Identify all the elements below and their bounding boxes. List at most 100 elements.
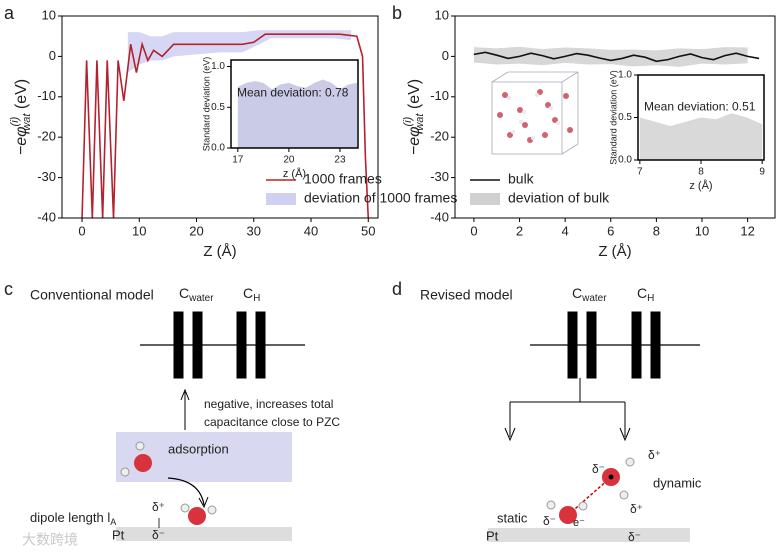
ylabel-main: −eφ (406, 126, 423, 155)
cap: C (572, 285, 582, 301)
chart: Mean deviation: 0.78 17 20 23 0.0 0.5 1.0 z (Å)… (201, 57, 359, 180)
charge: δ⁻ (628, 530, 641, 544)
dipole: dipole length l (30, 510, 110, 525)
static-label: static (497, 510, 528, 525)
x-tick-label: 23 (334, 155, 346, 166)
note: capacitance close to PZC (204, 415, 340, 429)
y-tick-label: -40 (430, 209, 449, 224)
note: negative, increases total (204, 397, 333, 411)
x-tick-label: 4 (562, 224, 569, 239)
dipole-sub: A (110, 517, 116, 527)
metal: Pt (112, 527, 125, 542)
x-axis-label: Z (Å) (598, 243, 631, 260)
y-tick-label: -40 (37, 209, 56, 224)
panel-label: a (4, 3, 15, 23)
x-tick-label: 7 (637, 167, 643, 178)
dipole-label: dipole length lA (30, 510, 116, 527)
x-tick-label: 6 (607, 224, 614, 239)
x-tick-label: 50 (361, 224, 375, 239)
ylabel-sup: (i) (9, 116, 21, 126)
model-title: Revised model (420, 287, 513, 303)
cap: C (637, 285, 647, 301)
charge: δ⁺ (152, 500, 165, 514)
deviation-band (127, 30, 352, 73)
x-tick-label: 8 (698, 167, 704, 178)
layer-label: adsorption (168, 441, 229, 456)
x-axis-label: z (Å) (689, 179, 712, 192)
cap-sub: H (253, 293, 260, 304)
legend-label: deviation of bulk (508, 190, 610, 206)
legend-label: deviation of 1000 frames (304, 190, 457, 206)
x-tick-label: 20 (283, 155, 295, 166)
annotation: Mean deviation: 0.51 (644, 99, 756, 113)
x-tick-label: 10 (695, 224, 709, 239)
x-tick-label: 20 (189, 224, 203, 239)
ylabel-sub: wat (21, 113, 33, 131)
cap-sub: water (188, 293, 214, 304)
x-axis-label: Z (Å) (203, 243, 236, 260)
ylabel-sup: (i) (402, 116, 414, 126)
y-tick-label: -20 (430, 129, 449, 144)
panel-label: d (392, 279, 402, 299)
cap: C (179, 285, 189, 301)
x-tick-label: 12 (740, 224, 754, 239)
x-tick-label: 9 (759, 167, 765, 178)
y-tick-label: 10 (42, 7, 56, 22)
x-tick-label: 8 (653, 224, 660, 239)
metal: Pt (486, 528, 499, 543)
diagram-c (116, 311, 305, 541)
model-title: Conventional model (30, 287, 154, 303)
x-tick-label: 40 (304, 224, 318, 239)
charge: δ⁻ (152, 528, 165, 542)
axis-frame (230, 59, 359, 149)
y-tick-label: -30 (430, 169, 449, 184)
dynamic-label: dynamic (653, 475, 702, 490)
x-axis-label: z (Å) (283, 167, 306, 180)
charge: δ⁻ (543, 514, 556, 528)
y-tick-label: 0.5 (618, 112, 632, 123)
y-tick-label: 0.0 (618, 155, 632, 166)
ylabel-sub: wat (414, 113, 426, 131)
x-tick-label: 30 (247, 224, 261, 239)
annotation: Mean deviation: 0.78 (237, 86, 349, 100)
y-tick-label: 0 (442, 48, 449, 63)
x-tick-label: 2 (516, 224, 523, 239)
y-tick-label: 0.0 (211, 143, 225, 154)
axis-frame (454, 15, 776, 219)
y-tick-label: 0.5 (211, 102, 225, 113)
cap-label: CH (243, 285, 260, 304)
ylabel-main: −eφ (13, 126, 30, 155)
cap-sub: water (581, 293, 607, 304)
y-tick-label: 1.0 (211, 61, 225, 72)
y-axis-label: Standard deviation (eV) (201, 57, 211, 152)
cap-label: CH (637, 285, 654, 304)
x-tick-label: 0 (78, 224, 85, 239)
y-tick-label: -10 (37, 88, 56, 103)
area (237, 79, 357, 148)
y-tick-label: 0 (49, 48, 56, 63)
ylabel-unit: (eV) (13, 79, 30, 114)
y-tick-label: -20 (37, 129, 56, 144)
chart: Mean deviation: 0.51 7 8 9 0.0 0.5 1.0 z (Å) Sta… (608, 70, 765, 192)
charge: δ⁺ (648, 448, 661, 462)
molecule-box (491, 71, 579, 155)
deviation-band (473, 46, 748, 67)
y-tick-label: 1.0 (618, 70, 632, 81)
chart: 0 2 4 6 8 10 12 -40 -30 -20 -10 0 10 Z (Å) −eφ(i)wat (… (392, 3, 776, 260)
area (639, 113, 763, 160)
y-axis-label: Standard deviation (eV) (608, 70, 618, 165)
electron: e⁻ (573, 517, 585, 529)
watermark: 大数跨境 (22, 532, 78, 548)
panel-label: c (4, 279, 13, 299)
y-tick-label: -30 (37, 169, 56, 184)
ylabel-unit: (eV) (406, 79, 423, 114)
charge: δ⁻ (592, 462, 605, 476)
charge: δ⁺ (630, 502, 643, 516)
axis-frame (61, 15, 379, 219)
line (473, 51, 760, 63)
diagram-texts: c Conventional model Cwater CH negative,… (4, 279, 702, 548)
y-tick-label: 10 (435, 7, 449, 22)
y-axis-label: −eφ(i)wat (eV) (402, 79, 426, 155)
